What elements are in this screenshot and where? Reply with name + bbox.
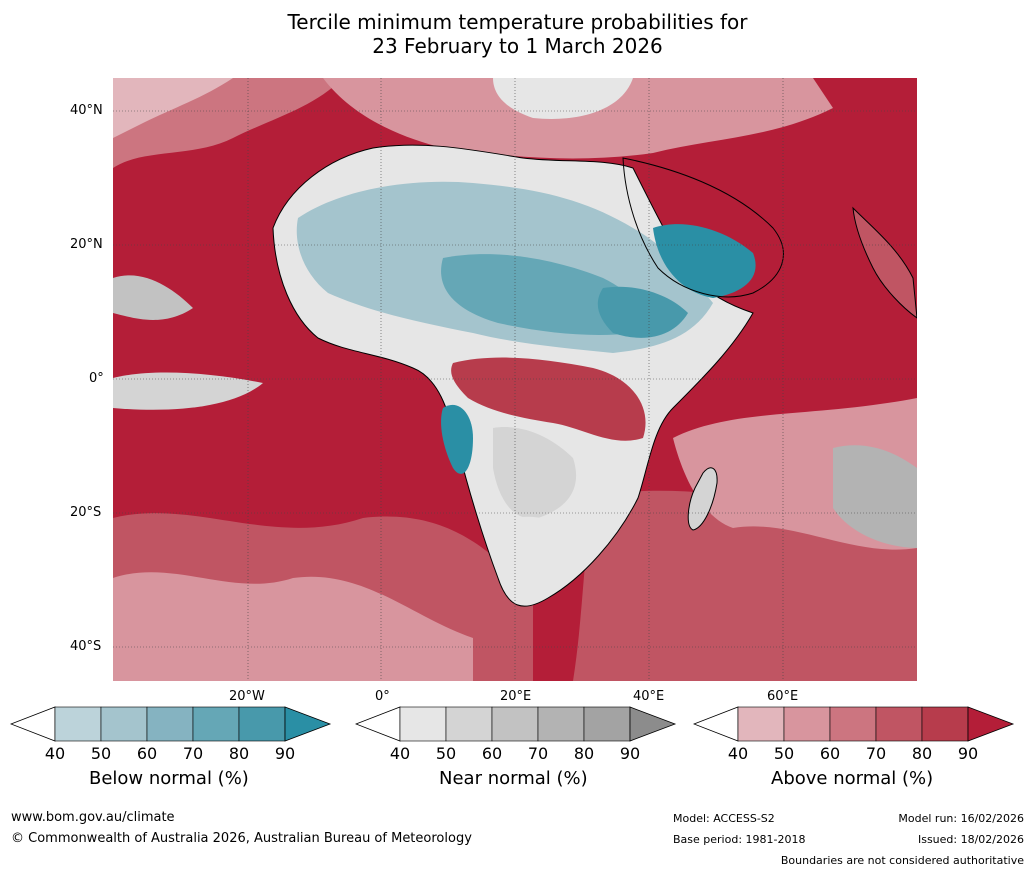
south-atlantic-light <box>113 572 473 681</box>
india-outline <box>852 206 917 319</box>
chart-title: Tercile minimum temperature probabilitie… <box>0 10 1035 58</box>
probability-map <box>113 78 917 681</box>
colorbar-tick-label: 70 <box>865 744 887 763</box>
colorbar-tick-label: 50 <box>435 744 457 763</box>
colorbar-min-triangle <box>693 706 739 742</box>
angola-below-normal <box>441 404 473 474</box>
colorbar-segment <box>537 706 585 742</box>
southern-africa-near <box>493 427 577 519</box>
colorbar-max-triangle <box>967 706 1015 742</box>
website-link[interactable]: www.bom.gov.au/climate <box>11 810 175 825</box>
lon-label-20w: 20°W <box>229 689 265 704</box>
lon-label-40e: 40°E <box>633 689 665 704</box>
lat-label-20n: 20°N <box>70 237 103 252</box>
colorbar-tick-label: 70 <box>182 744 204 763</box>
colorbar-below-label: Below normal (%) <box>89 768 249 789</box>
horn-of-africa-below-normal <box>597 286 688 338</box>
colorbar-tick-label: 60 <box>481 744 503 763</box>
colorbar-min-triangle <box>10 706 56 742</box>
colorbar-segment <box>54 706 102 742</box>
equatorial-atlantic-near <box>113 372 263 410</box>
colorbar-tick-label: 60 <box>136 744 158 763</box>
colorbar-segment <box>238 706 286 742</box>
boundaries-disclaimer: Boundaries are not considered authoritat… <box>780 854 1024 867</box>
lon-label-60e: 60°E <box>767 689 799 704</box>
title-line-2: 23 February to 1 March 2026 <box>372 34 663 58</box>
lat-label-40n: 40°N <box>70 103 103 118</box>
colorbar-near-label: Near normal (%) <box>439 768 588 789</box>
lon-label-0: 0° <box>375 689 390 704</box>
colorbar-tick-label: 90 <box>274 744 296 763</box>
colorbar-segment <box>399 706 447 742</box>
colorbar-segment <box>192 706 240 742</box>
colorbar-segment <box>921 706 969 742</box>
colorbar-tick-label: 80 <box>228 744 250 763</box>
graticule <box>113 78 917 681</box>
lat-label-equator: 0° <box>89 371 104 386</box>
colorbar-tick-label: 40 <box>389 744 411 763</box>
colorbar-tick-label: 70 <box>527 744 549 763</box>
base-period: Base period: 1981-2018 <box>673 833 806 846</box>
north-atlantic-light <box>113 78 233 138</box>
colorbar-tick-label: 40 <box>44 744 66 763</box>
west-africa-coast-near <box>113 275 193 320</box>
madagascar <box>687 467 718 531</box>
arabia-below-normal <box>653 224 756 298</box>
mediterranean-region <box>323 78 833 159</box>
colorbar-max-triangle <box>629 706 677 742</box>
colorbar-min-triangle <box>355 706 401 742</box>
copyright-notice: © Commonwealth of Australia 2026, Austra… <box>11 831 472 846</box>
colorbar-above-normal <box>693 706 1015 742</box>
colorbar-tick-label: 40 <box>727 744 749 763</box>
map-svg <box>113 78 917 681</box>
colorbar-tick-label: 60 <box>819 744 841 763</box>
colorbar-segment <box>875 706 923 742</box>
lon-label-20e: 20°E <box>500 689 532 704</box>
central-africa-below-normal <box>441 254 642 335</box>
colorbar-max-triangle <box>284 706 332 742</box>
colorbar-segment <box>829 706 877 742</box>
colorbar-tick-label: 90 <box>957 744 979 763</box>
model-name: Model: ACCESS-S2 <box>673 812 775 825</box>
colorbar-segment <box>146 706 194 742</box>
issued-date: Issued: 18/02/2026 <box>917 833 1024 846</box>
colorbar-tick-label: 80 <box>573 744 595 763</box>
colorbar-tick-label: 90 <box>619 744 641 763</box>
colorbar-segment <box>783 706 831 742</box>
colorbar-segment <box>445 706 493 742</box>
colorbar-tick-label: 50 <box>773 744 795 763</box>
arabia-outline <box>622 157 784 298</box>
colorbar-segment <box>491 706 539 742</box>
lat-label-20s: 20°S <box>70 505 102 520</box>
equatorial-africa-above-normal <box>451 357 646 441</box>
colorbar-above-label: Above normal (%) <box>771 768 934 789</box>
south-africa-near <box>508 516 578 580</box>
title-line-1: Tercile minimum temperature probabilitie… <box>287 10 748 34</box>
colorbar-segment <box>737 706 785 742</box>
indian-ocean-near-normal <box>833 445 917 548</box>
model-run-date: Model run: 16/02/2026 <box>898 812 1024 825</box>
colorbar-segment <box>583 706 631 742</box>
colorbar-tick-label: 80 <box>911 744 933 763</box>
europe-near <box>493 78 633 119</box>
lat-label-40s: 40°S <box>70 639 102 654</box>
colorbar-near-normal <box>355 706 677 742</box>
colorbar-segment <box>100 706 148 742</box>
colorbar-tick-label: 50 <box>90 744 112 763</box>
colorbar-below-normal <box>10 706 332 742</box>
